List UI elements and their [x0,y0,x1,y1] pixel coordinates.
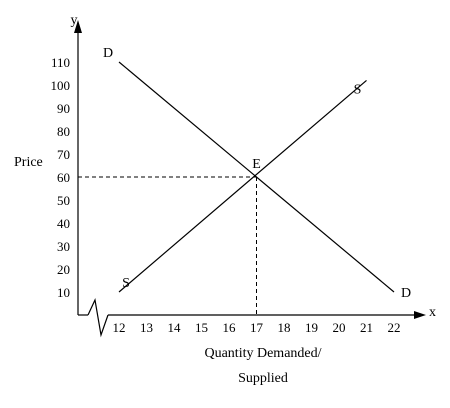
y-tick-label: 70 [57,147,70,162]
demand-curve [118,61,395,293]
y-tick-label: 80 [57,124,70,139]
axis-break-zigzag [87,298,109,338]
supply-curve [118,79,367,293]
series [118,61,395,293]
x-tick-label: 16 [223,320,237,335]
x-axis-title-line-2: Supplied [238,371,288,386]
supply-label-end: S [354,82,362,97]
x-tick-label: 14 [168,320,182,335]
x-tick-label: 21 [360,320,373,335]
y-tick-label: 20 [57,262,70,277]
y-tick-label: 60 [57,170,70,185]
equilibrium-label: E [252,157,261,172]
x-axis-title-line-1: Quantity Demanded/ [204,346,321,361]
x-tick-label: 18 [278,320,291,335]
y-tick-labels: 10 20 30 40 50 60 70 80 90 100 110 [51,55,71,300]
x-tick-label: 17 [250,320,264,335]
y-tick-label: 40 [57,216,70,231]
y-tick-label: 50 [57,193,70,208]
axes [74,20,426,338]
x-axis-letter: x [429,305,436,320]
y-tick-label: 30 [57,239,70,254]
x-tick-label: 20 [333,320,346,335]
y-axis-letter: y [71,13,78,28]
y-axis-title: Price [14,155,43,170]
equilibrium-guides [78,176,257,315]
demand-label-start: D [103,46,113,61]
y-tick-label: 90 [57,101,70,116]
demand-label-end: D [401,286,411,301]
x-tick-label: 13 [140,320,153,335]
y-axis-arrowhead [74,20,82,33]
y-tick-label: 10 [57,285,70,300]
x-tick-labels: 12 13 14 15 16 17 18 19 20 21 22 [113,320,401,335]
y-tick-label: 110 [51,55,70,70]
x-tick-label: 22 [388,320,401,335]
x-tick-label: 15 [195,320,208,335]
y-tick-label: 100 [51,78,71,93]
x-tick-label: 19 [305,320,318,335]
series-labels: D D S S [103,46,411,301]
supply-label-start: S [122,276,130,291]
x-tick-label: 12 [113,320,126,335]
x-axis-arrowhead [414,311,426,319]
